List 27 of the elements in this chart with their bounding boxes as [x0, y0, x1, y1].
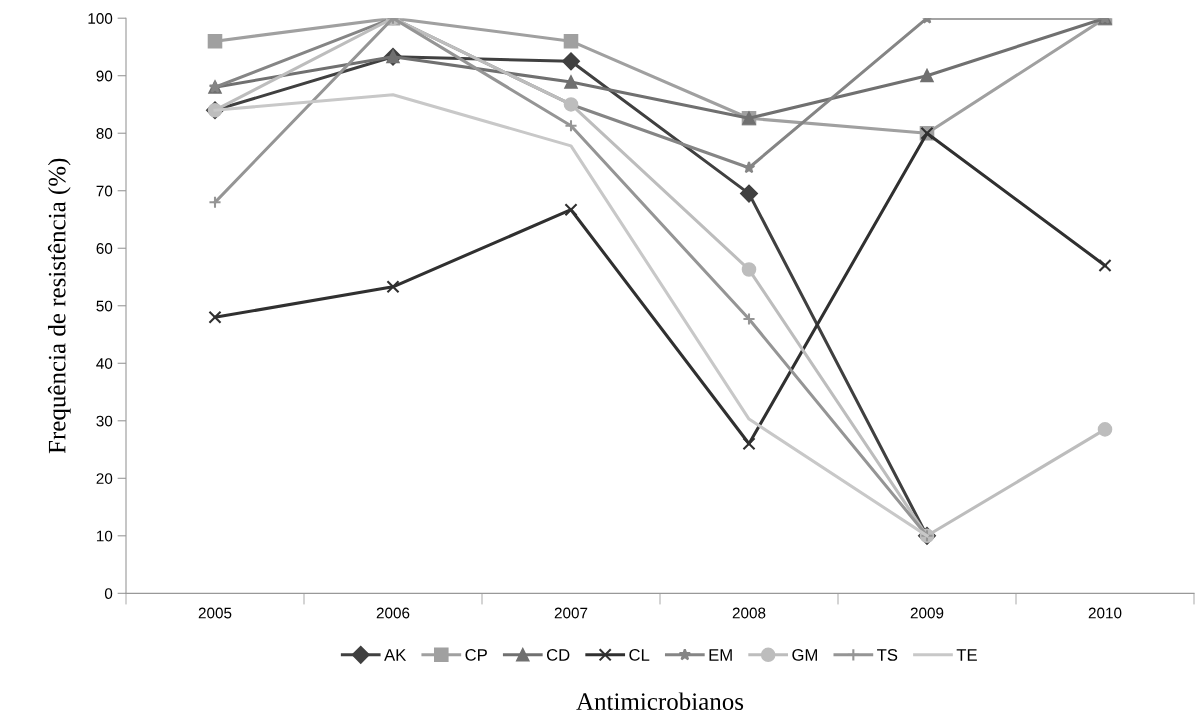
x-tick-label: 2007: [554, 607, 588, 619]
legend-label: CD: [546, 649, 570, 661]
x-axis-title: Antimicrobianos: [576, 692, 744, 711]
x-tick-label: 2006: [376, 607, 410, 619]
y-tick-label: 60: [96, 243, 113, 254]
legend-label: AK: [384, 649, 407, 661]
legend-label: CP: [465, 649, 487, 661]
legend-label: TE: [956, 649, 977, 661]
y-tick-label: 70: [96, 185, 113, 197]
y-tick-label: 0: [104, 588, 113, 600]
y-tick-label: 20: [96, 473, 113, 484]
legend-label: TS: [877, 649, 898, 661]
legend-label: GM: [792, 649, 817, 661]
x-tick-label: 2009: [910, 607, 944, 619]
legend-label: EM: [709, 649, 732, 661]
x-tick-label: 2005: [198, 607, 232, 619]
x-tick-label: 2010: [1088, 607, 1122, 619]
y-tick-label: 90: [96, 70, 113, 82]
y-tick-label: 10: [96, 530, 113, 542]
y-tick-label: 30: [96, 415, 113, 427]
y-axis-title: Frequência de resistência (%): [47, 158, 71, 454]
y-tick-label: 80: [96, 128, 113, 139]
legend-label: CL: [629, 649, 650, 661]
y-tick-label: 100: [88, 13, 113, 24]
y-tick-label: 40: [96, 358, 113, 369]
x-tick-label: 2008: [732, 607, 766, 619]
y-tick-label: 50: [96, 300, 113, 312]
